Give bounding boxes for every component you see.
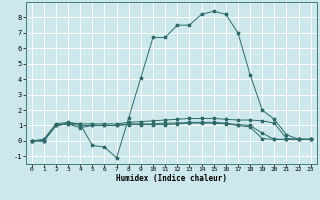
- X-axis label: Humidex (Indice chaleur): Humidex (Indice chaleur): [116, 174, 227, 183]
